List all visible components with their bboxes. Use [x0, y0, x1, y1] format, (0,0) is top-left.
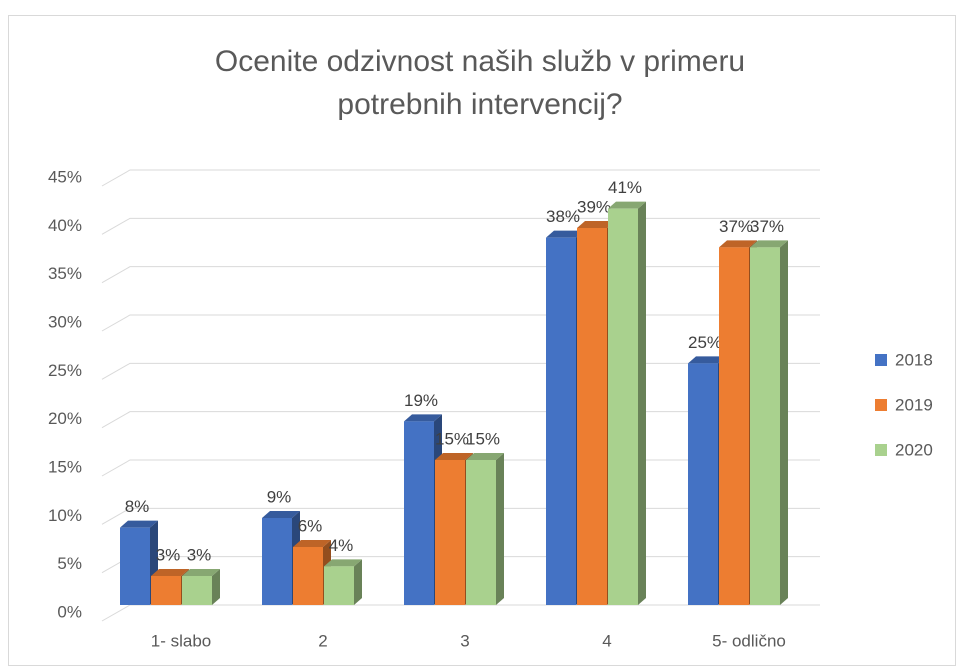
- bar-top: [750, 240, 788, 248]
- x-tick-label: 2: [318, 631, 327, 650]
- bar-front: [120, 527, 150, 605]
- chart-title: Ocenite odzivnost naših služb v primeru …: [214, 45, 746, 121]
- legend-label: 2018: [895, 350, 933, 369]
- bar-top: [324, 559, 362, 567]
- x-tick-label: 5- odlično: [712, 631, 786, 650]
- bar-top: [688, 356, 726, 364]
- bar-front: [435, 460, 465, 605]
- bar-front: [608, 208, 638, 605]
- y-tick-label: 5%: [57, 554, 82, 573]
- bar-top: [608, 201, 646, 209]
- grid-line: [101, 604, 820, 622]
- bar: [750, 240, 788, 606]
- bar: [466, 453, 504, 605]
- legend-label: 2020: [895, 440, 933, 459]
- value-label: 37%: [719, 217, 753, 236]
- bar-side: [780, 240, 788, 606]
- bar-front: [546, 237, 576, 605]
- value-label: 4%: [329, 536, 354, 555]
- value-label: 15%: [435, 429, 469, 448]
- bar-side: [638, 201, 646, 605]
- value-label: 25%: [688, 333, 722, 352]
- bar-top: [466, 453, 504, 460]
- bar-side: [496, 453, 504, 605]
- y-tick-label: 45%: [48, 167, 82, 186]
- x-tick-label: 1- slabo: [151, 631, 211, 650]
- y-tick-label: 30%: [48, 312, 82, 331]
- bar-front: [719, 247, 749, 606]
- grid-line: [101, 169, 820, 187]
- bar-side: [212, 569, 220, 605]
- value-label: 41%: [608, 178, 642, 197]
- x-tick-label: 4: [602, 631, 611, 650]
- bar-top: [262, 511, 300, 518]
- legend-swatch: [875, 354, 887, 366]
- bar-front: [324, 566, 354, 605]
- bar-front: [262, 518, 292, 605]
- bar-top: [435, 453, 473, 460]
- bar-front: [182, 576, 212, 605]
- y-tick-label: 0%: [57, 602, 82, 621]
- bar-front: [404, 421, 434, 605]
- value-label: 19%: [404, 391, 438, 410]
- bar-top: [546, 230, 584, 238]
- legend-swatch: [875, 444, 887, 456]
- y-tick-label: 10%: [48, 506, 82, 525]
- value-label: 39%: [577, 197, 611, 216]
- bar: [324, 559, 362, 605]
- value-label: 38%: [546, 207, 580, 226]
- bar-top: [182, 569, 220, 576]
- value-label: 3%: [156, 545, 181, 564]
- y-tick-label: 15%: [48, 457, 82, 476]
- bar: [182, 569, 220, 605]
- grid-line: [101, 314, 820, 332]
- y-tick-label: 40%: [48, 216, 82, 235]
- y-tick-label: 35%: [48, 264, 82, 283]
- bar-top: [577, 221, 615, 228]
- value-label: 3%: [187, 545, 212, 564]
- bar-top: [719, 240, 757, 248]
- bar-front: [466, 460, 496, 605]
- value-label: 37%: [750, 217, 784, 236]
- grid-line: [101, 217, 820, 235]
- bar-front: [577, 228, 607, 605]
- bar-top: [404, 414, 442, 422]
- bar-top: [151, 569, 189, 576]
- bar-front: [688, 363, 718, 605]
- chart-frame: [8, 15, 956, 666]
- value-label: 6%: [298, 516, 323, 535]
- bar-top: [293, 540, 331, 547]
- bar-side: [354, 559, 362, 605]
- legend-label: 2019: [895, 395, 933, 414]
- bar-front: [293, 547, 323, 605]
- x-tick-label: 3: [460, 631, 469, 650]
- bar: [608, 201, 646, 605]
- value-label: 15%: [466, 429, 500, 448]
- grid-line: [101, 266, 820, 284]
- legend-swatch: [875, 399, 887, 411]
- bar-front: [151, 576, 181, 605]
- bar-front: [750, 247, 780, 606]
- y-tick-label: 25%: [48, 361, 82, 380]
- y-tick-label: 20%: [48, 409, 82, 428]
- value-label: 9%: [267, 487, 292, 506]
- bar-top: [120, 520, 158, 528]
- value-label: 8%: [125, 497, 150, 516]
